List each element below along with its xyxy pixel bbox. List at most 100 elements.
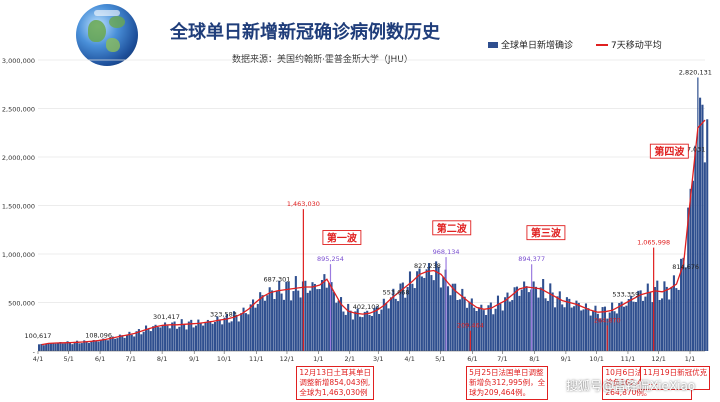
data-label: 968,134 (433, 248, 460, 256)
wave-label: 第一波 (327, 232, 358, 245)
bar (275, 291, 278, 351)
bar (180, 319, 183, 351)
bar (423, 277, 426, 351)
y-tick-label: - (33, 348, 36, 356)
bar (133, 336, 136, 351)
bar (109, 337, 112, 351)
bar (449, 295, 452, 351)
bar (168, 328, 171, 351)
bar (330, 282, 333, 351)
bar (216, 316, 219, 351)
bar (656, 280, 659, 351)
bar (192, 327, 195, 351)
bar (641, 300, 645, 351)
bar (156, 327, 159, 351)
bar (268, 287, 271, 351)
bar (651, 302, 654, 351)
bar (487, 305, 490, 351)
bar (99, 340, 102, 351)
bar (206, 319, 209, 351)
wave-label: 第四波 (654, 145, 685, 158)
bar (680, 258, 683, 351)
bar (52, 343, 55, 351)
bar (313, 283, 316, 351)
bar (706, 119, 709, 351)
wave-label-box (649, 143, 689, 159)
bar (425, 269, 428, 351)
bar (608, 312, 611, 351)
bar (618, 303, 621, 351)
bar (235, 315, 238, 351)
bar (49, 342, 52, 351)
y-tick-label: 2,000,000 (2, 154, 35, 162)
bar (439, 287, 442, 351)
bar (430, 275, 433, 351)
x-tick-label: 3/1 (373, 355, 383, 363)
bar (670, 286, 673, 351)
bar (95, 341, 98, 351)
bar (80, 343, 83, 351)
bar (149, 331, 152, 351)
bar (539, 287, 542, 351)
bar (525, 286, 528, 351)
bar (558, 291, 561, 351)
bar (554, 307, 557, 351)
data-label: 2,820,131 (679, 68, 712, 76)
x-tick-label: 9/1 (189, 355, 199, 363)
bar (416, 271, 419, 351)
bar (703, 162, 706, 351)
bar (594, 305, 597, 351)
bar (515, 286, 519, 351)
bar (427, 263, 431, 351)
legend-line-label: 7天移动平均 (611, 41, 662, 51)
x-tick-label: 1/1 (685, 355, 695, 363)
bar (561, 304, 564, 351)
x-tick-label: 7/1 (497, 355, 507, 363)
x-tick-label: 10/1 (217, 355, 232, 363)
annotation-note: 12月13日土耳其单日 调整新增854,043例, 全球为1,463,030例 (296, 366, 374, 400)
bar (392, 288, 395, 351)
bar (204, 322, 207, 351)
bar (154, 324, 157, 351)
data-label: 894,377 (518, 255, 545, 263)
bar (577, 302, 580, 351)
bar (387, 308, 390, 351)
bar (518, 295, 521, 351)
bar (297, 290, 300, 351)
bar (337, 300, 340, 351)
bar (570, 307, 573, 351)
data-label: 687,301 (264, 275, 291, 283)
bar (689, 188, 692, 351)
bar (211, 323, 214, 351)
bar (175, 328, 178, 351)
bar (66, 341, 69, 351)
bar (463, 296, 466, 351)
legend-bar-label: 全球单日新增确诊 (501, 41, 574, 51)
bar (691, 180, 694, 351)
bar (492, 314, 495, 351)
bar (661, 298, 664, 351)
x-tick-label: 7/1 (126, 355, 136, 363)
bar (394, 298, 397, 351)
bar (432, 280, 435, 351)
bar (271, 290, 274, 351)
bar (494, 308, 497, 351)
bar (592, 311, 595, 351)
bar (85, 341, 88, 351)
bar (294, 276, 297, 351)
bar (385, 303, 388, 351)
bar (304, 280, 307, 351)
bar (461, 288, 464, 351)
bar (508, 301, 511, 351)
bar (603, 306, 607, 351)
bar (106, 340, 110, 351)
bar (363, 311, 366, 351)
bar (309, 290, 312, 351)
bar (218, 319, 221, 351)
bar (92, 339, 95, 351)
bar (282, 299, 286, 351)
bar (125, 335, 129, 351)
y-tick-label: 2,500,000 (2, 106, 35, 114)
bar (366, 310, 369, 351)
